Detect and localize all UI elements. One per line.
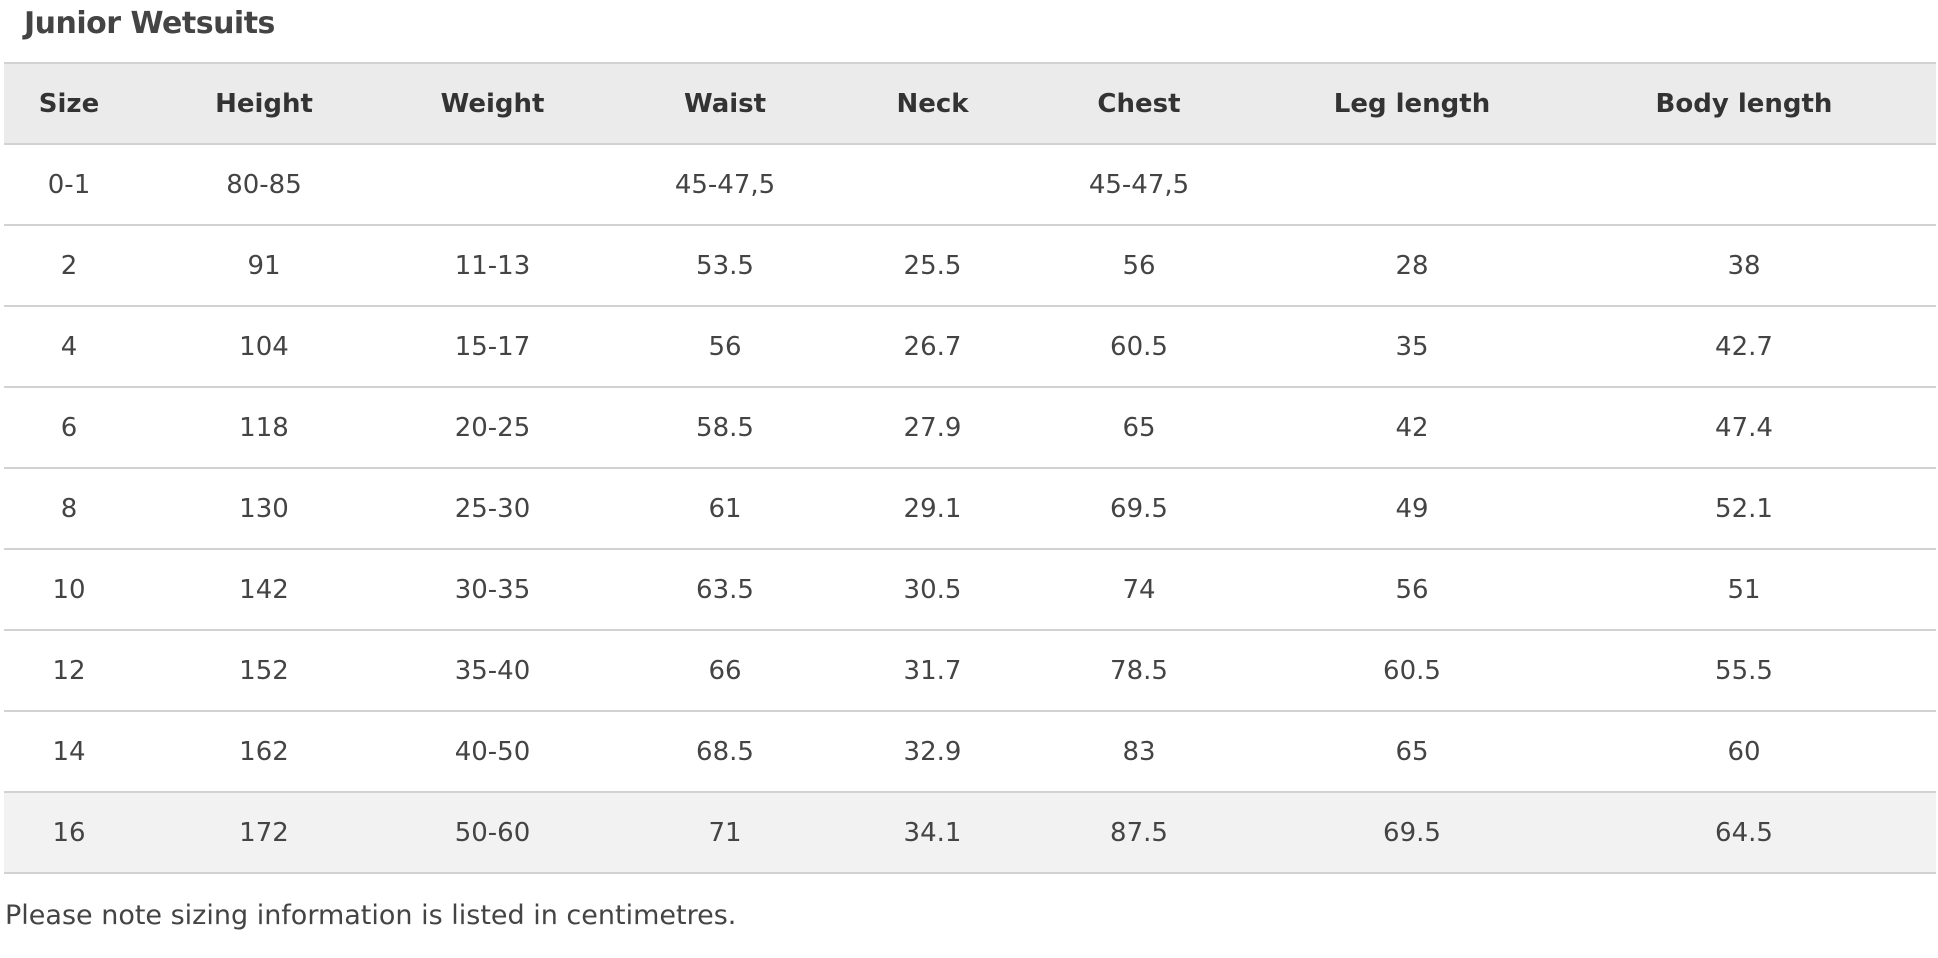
table-cell: 58.5 [591,387,859,469]
table-cell: 118 [134,387,394,469]
table-header-row: Size Height Weight Waist Neck Chest Leg … [4,62,1936,145]
table-cell: 30.5 [859,549,1006,631]
table-cell: 61 [591,468,859,550]
table-cell: 60 [1552,711,1936,793]
table-cell: 56 [1272,549,1552,631]
table-cell: 29.1 [859,468,1006,550]
table-cell: 45-47,5 [1006,144,1272,226]
table-cell: 47.4 [1552,387,1936,469]
table-cell: 69.5 [1006,468,1272,550]
column-header-size: Size [4,62,134,145]
column-header-leg-length: Leg length [1272,62,1552,145]
table-row: 0-1 80-85 45-47,5 45-47,5 [4,144,1936,226]
table-cell: 56 [1006,225,1272,307]
table-cell: 25.5 [859,225,1006,307]
table-cell: 130 [134,468,394,550]
table-cell: 65 [1006,387,1272,469]
table-cell: 12 [4,630,134,712]
table-cell: 56 [591,306,859,388]
table-row: 6 118 20-25 58.5 27.9 65 42 47.4 [4,387,1936,469]
table-body: 0-1 80-85 45-47,5 45-47,5 2 91 11-13 53.5 25.5 56… [4,144,1936,874]
table-cell: 16 [4,792,134,874]
table-cell: 40-50 [394,711,591,793]
footnote: Please note sizing information is listed… [5,900,737,931]
column-header-height: Height [134,62,394,145]
column-header-neck: Neck [859,62,1006,145]
table-cell: 11-13 [394,225,591,307]
table-cell: 14 [4,711,134,793]
table-cell: 10 [4,549,134,631]
table-cell: 8 [4,468,134,550]
table-row: 14 162 40-50 68.5 32.9 83 65 60 [4,711,1936,793]
table-cell: 26.7 [859,306,1006,388]
table-cell: 55.5 [1552,630,1936,712]
column-header-waist: Waist [591,62,859,145]
table-cell: 142 [134,549,394,631]
table-cell: 20-25 [394,387,591,469]
column-header-weight: Weight [394,62,591,145]
table-cell: 6 [4,387,134,469]
table-cell: 53.5 [591,225,859,307]
table-cell: 52.1 [1552,468,1936,550]
table-cell: 31.7 [859,630,1006,712]
table-cell: 15-17 [394,306,591,388]
table-cell: 60.5 [1272,630,1552,712]
column-header-body-length: Body length [1552,62,1936,145]
table-cell: 49 [1272,468,1552,550]
table-cell [394,144,591,226]
table-cell [859,144,1006,226]
table-cell [1272,144,1552,226]
table-row: 2 91 11-13 53.5 25.5 56 28 38 [4,225,1936,307]
table-cell: 32.9 [859,711,1006,793]
table-cell: 4 [4,306,134,388]
table-cell: 71 [591,792,859,874]
table-row: 10 142 30-35 63.5 30.5 74 56 51 [4,549,1936,631]
table-row: 12 152 35-40 66 31.7 78.5 60.5 55.5 [4,630,1936,712]
table-cell: 42 [1272,387,1552,469]
table-cell: 152 [134,630,394,712]
table-cell: 30-35 [394,549,591,631]
table-cell: 83 [1006,711,1272,793]
table-cell: 68.5 [591,711,859,793]
table-cell: 91 [134,225,394,307]
table-cell: 65 [1272,711,1552,793]
table-row: 8 130 25-30 61 29.1 69.5 49 52.1 [4,468,1936,550]
table-cell: 35-40 [394,630,591,712]
size-chart-table: Size Height Weight Waist Neck Chest Leg … [4,62,1936,874]
table-cell: 74 [1006,549,1272,631]
table-cell: 27.9 [859,387,1006,469]
table-cell: 69.5 [1272,792,1552,874]
column-header-chest: Chest [1006,62,1272,145]
table-cell: 38 [1552,225,1936,307]
table-cell: 66 [591,630,859,712]
table-cell: 34.1 [859,792,1006,874]
table-cell: 80-85 [134,144,394,226]
table-cell: 51 [1552,549,1936,631]
table-cell: 104 [134,306,394,388]
table-cell: 42.7 [1552,306,1936,388]
table-cell: 63.5 [591,549,859,631]
table-cell: 35 [1272,306,1552,388]
table-cell [1552,144,1936,226]
table-cell: 162 [134,711,394,793]
table-cell: 78.5 [1006,630,1272,712]
table-cell: 25-30 [394,468,591,550]
table-cell: 45-47,5 [591,144,859,226]
table-row: 4 104 15-17 56 26.7 60.5 35 42.7 [4,306,1936,388]
table-cell: 64.5 [1552,792,1936,874]
page-title: Junior Wetsuits [24,6,275,41]
table-cell: 50-60 [394,792,591,874]
table-cell: 2 [4,225,134,307]
table-cell: 0-1 [4,144,134,226]
table-cell: 172 [134,792,394,874]
table-row: 16 172 50-60 71 34.1 87.5 69.5 64.5 [4,792,1936,874]
table-cell: 87.5 [1006,792,1272,874]
table-cell: 60.5 [1006,306,1272,388]
table-cell: 28 [1272,225,1552,307]
